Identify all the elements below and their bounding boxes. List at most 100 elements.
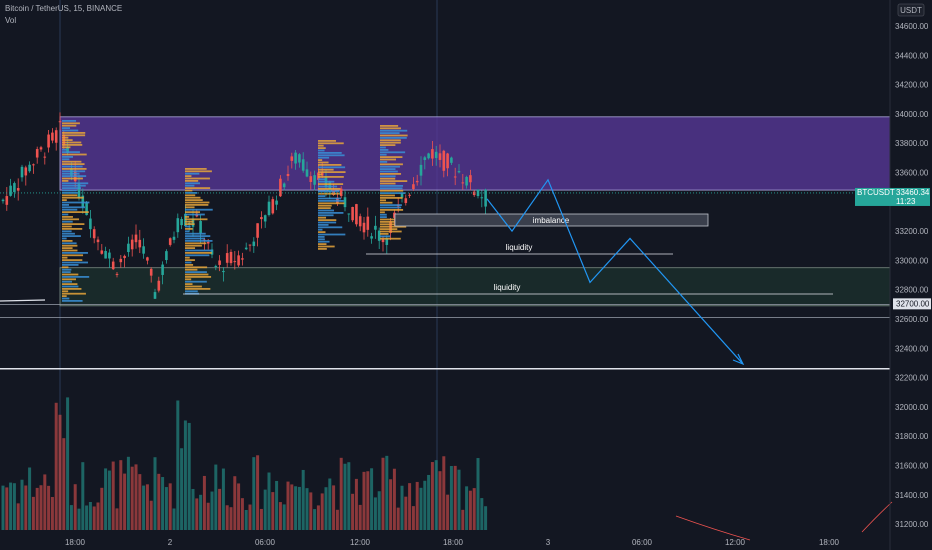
candle-body bbox=[28, 164, 31, 172]
volume-profile-row bbox=[62, 288, 82, 290]
volume-profile-row bbox=[380, 125, 399, 127]
volume-bar bbox=[244, 509, 248, 530]
volume-profile-row bbox=[380, 177, 396, 180]
volume-bar bbox=[176, 400, 180, 530]
volume-profile-row bbox=[380, 153, 387, 156]
candle-body bbox=[24, 167, 28, 176]
volume-profile-row bbox=[380, 129, 408, 132]
volume-profile-row bbox=[185, 249, 213, 252]
volume-bar bbox=[309, 492, 313, 530]
volume-bar bbox=[28, 467, 32, 530]
volume-profile-row bbox=[62, 146, 71, 149]
volume-profile-row bbox=[185, 266, 208, 269]
candle-body bbox=[423, 157, 427, 161]
volume-profile-row bbox=[62, 180, 69, 182]
volume-profile-row bbox=[62, 189, 77, 192]
volume-bar bbox=[66, 397, 70, 530]
volume-profile-row bbox=[62, 129, 79, 132]
volume-bar bbox=[434, 460, 438, 530]
volume-bar bbox=[328, 478, 332, 530]
volume-bar bbox=[1, 485, 5, 530]
price-axis-tick: 31200.00 bbox=[895, 520, 929, 529]
volume-profile-row bbox=[318, 209, 335, 212]
volume-profile-row bbox=[62, 280, 72, 283]
volume-profile-row bbox=[318, 224, 329, 226]
volume-bar bbox=[248, 504, 252, 530]
symbol-title[interactable]: Bitcoin / TetherUS, 15, BINANCE bbox=[5, 4, 123, 13]
candle-body bbox=[199, 220, 202, 234]
volume-profile-row bbox=[318, 152, 342, 154]
volume-profile-row bbox=[62, 122, 80, 125]
volume-bar bbox=[69, 505, 73, 530]
volume-bar bbox=[111, 461, 115, 530]
volume-profile-row bbox=[318, 200, 344, 202]
volume-bar bbox=[62, 438, 66, 530]
candle-body bbox=[374, 225, 377, 230]
candle-body bbox=[108, 252, 111, 259]
volume-bar bbox=[96, 502, 100, 530]
candle-body bbox=[385, 238, 389, 245]
price-axis-tick: 32600.00 bbox=[895, 315, 929, 324]
volume-profile-row bbox=[380, 216, 387, 218]
volume-profile-row bbox=[318, 190, 340, 193]
volume-profile-row bbox=[318, 166, 346, 169]
volume-profile-row bbox=[380, 127, 401, 130]
volume-profile-row bbox=[62, 160, 82, 163]
candle-body bbox=[146, 257, 149, 261]
volume-profile-row bbox=[185, 220, 194, 223]
price-axis-tick: 32200.00 bbox=[895, 374, 929, 383]
volume-profile-row bbox=[62, 120, 77, 122]
volume-profile-row bbox=[185, 216, 190, 218]
volume-bar bbox=[446, 494, 450, 530]
volume-profile-row bbox=[380, 221, 399, 223]
price-axis-tick: 32400.00 bbox=[895, 344, 929, 353]
candle-body bbox=[47, 134, 50, 148]
volume-bar bbox=[339, 457, 343, 530]
candle-body bbox=[214, 265, 218, 267]
volume-profile-row bbox=[62, 172, 80, 175]
volume-profile-row bbox=[62, 290, 69, 293]
volume-bar bbox=[225, 505, 229, 530]
volume-profile-row bbox=[185, 189, 193, 192]
volume-bar bbox=[233, 476, 237, 530]
volume-bar bbox=[81, 462, 85, 530]
volume-bar bbox=[457, 469, 461, 530]
volume-bar bbox=[461, 509, 465, 530]
candle-body bbox=[256, 223, 259, 238]
volume-bar bbox=[172, 508, 176, 530]
candle-body bbox=[161, 264, 164, 275]
volume-profile-row bbox=[380, 204, 402, 206]
volume-bar bbox=[35, 487, 39, 530]
volume-profile-row bbox=[185, 237, 206, 240]
volume-profile-row bbox=[318, 173, 323, 176]
volume-profile-row bbox=[185, 264, 194, 266]
time-axis-tick: 18:00 bbox=[443, 538, 464, 547]
volume-profile-row bbox=[185, 184, 195, 187]
candle-body bbox=[370, 236, 373, 239]
volume-profile-row bbox=[185, 273, 209, 276]
volume-profile-row bbox=[185, 192, 198, 194]
volume-bar bbox=[5, 487, 9, 530]
candle-body bbox=[81, 195, 85, 207]
price-axis-tick: 34600.00 bbox=[895, 22, 929, 31]
volume-bar bbox=[290, 484, 294, 530]
volume-profile-row bbox=[380, 161, 388, 163]
volume-profile-row bbox=[62, 230, 72, 233]
price-axis-tick: 32000.00 bbox=[895, 403, 929, 412]
volume-profile-row bbox=[62, 232, 75, 235]
volume-indicator-label[interactable]: Vol bbox=[5, 16, 17, 25]
candle-body bbox=[290, 156, 294, 161]
volume-profile-row bbox=[62, 148, 67, 151]
price-axis-tick: 34000.00 bbox=[895, 110, 929, 119]
volume-profile-row bbox=[62, 156, 74, 158]
candle-body bbox=[168, 238, 172, 245]
volume-bar bbox=[389, 479, 393, 530]
volume-profile-row bbox=[380, 137, 407, 139]
volume-bar bbox=[301, 469, 305, 530]
volume-profile-row bbox=[380, 233, 389, 235]
volume-bar bbox=[54, 402, 58, 530]
candle-body bbox=[343, 197, 347, 208]
candle-body bbox=[229, 251, 233, 264]
volume-profile-row bbox=[62, 213, 69, 216]
price-axis-tick: 31800.00 bbox=[895, 432, 929, 441]
